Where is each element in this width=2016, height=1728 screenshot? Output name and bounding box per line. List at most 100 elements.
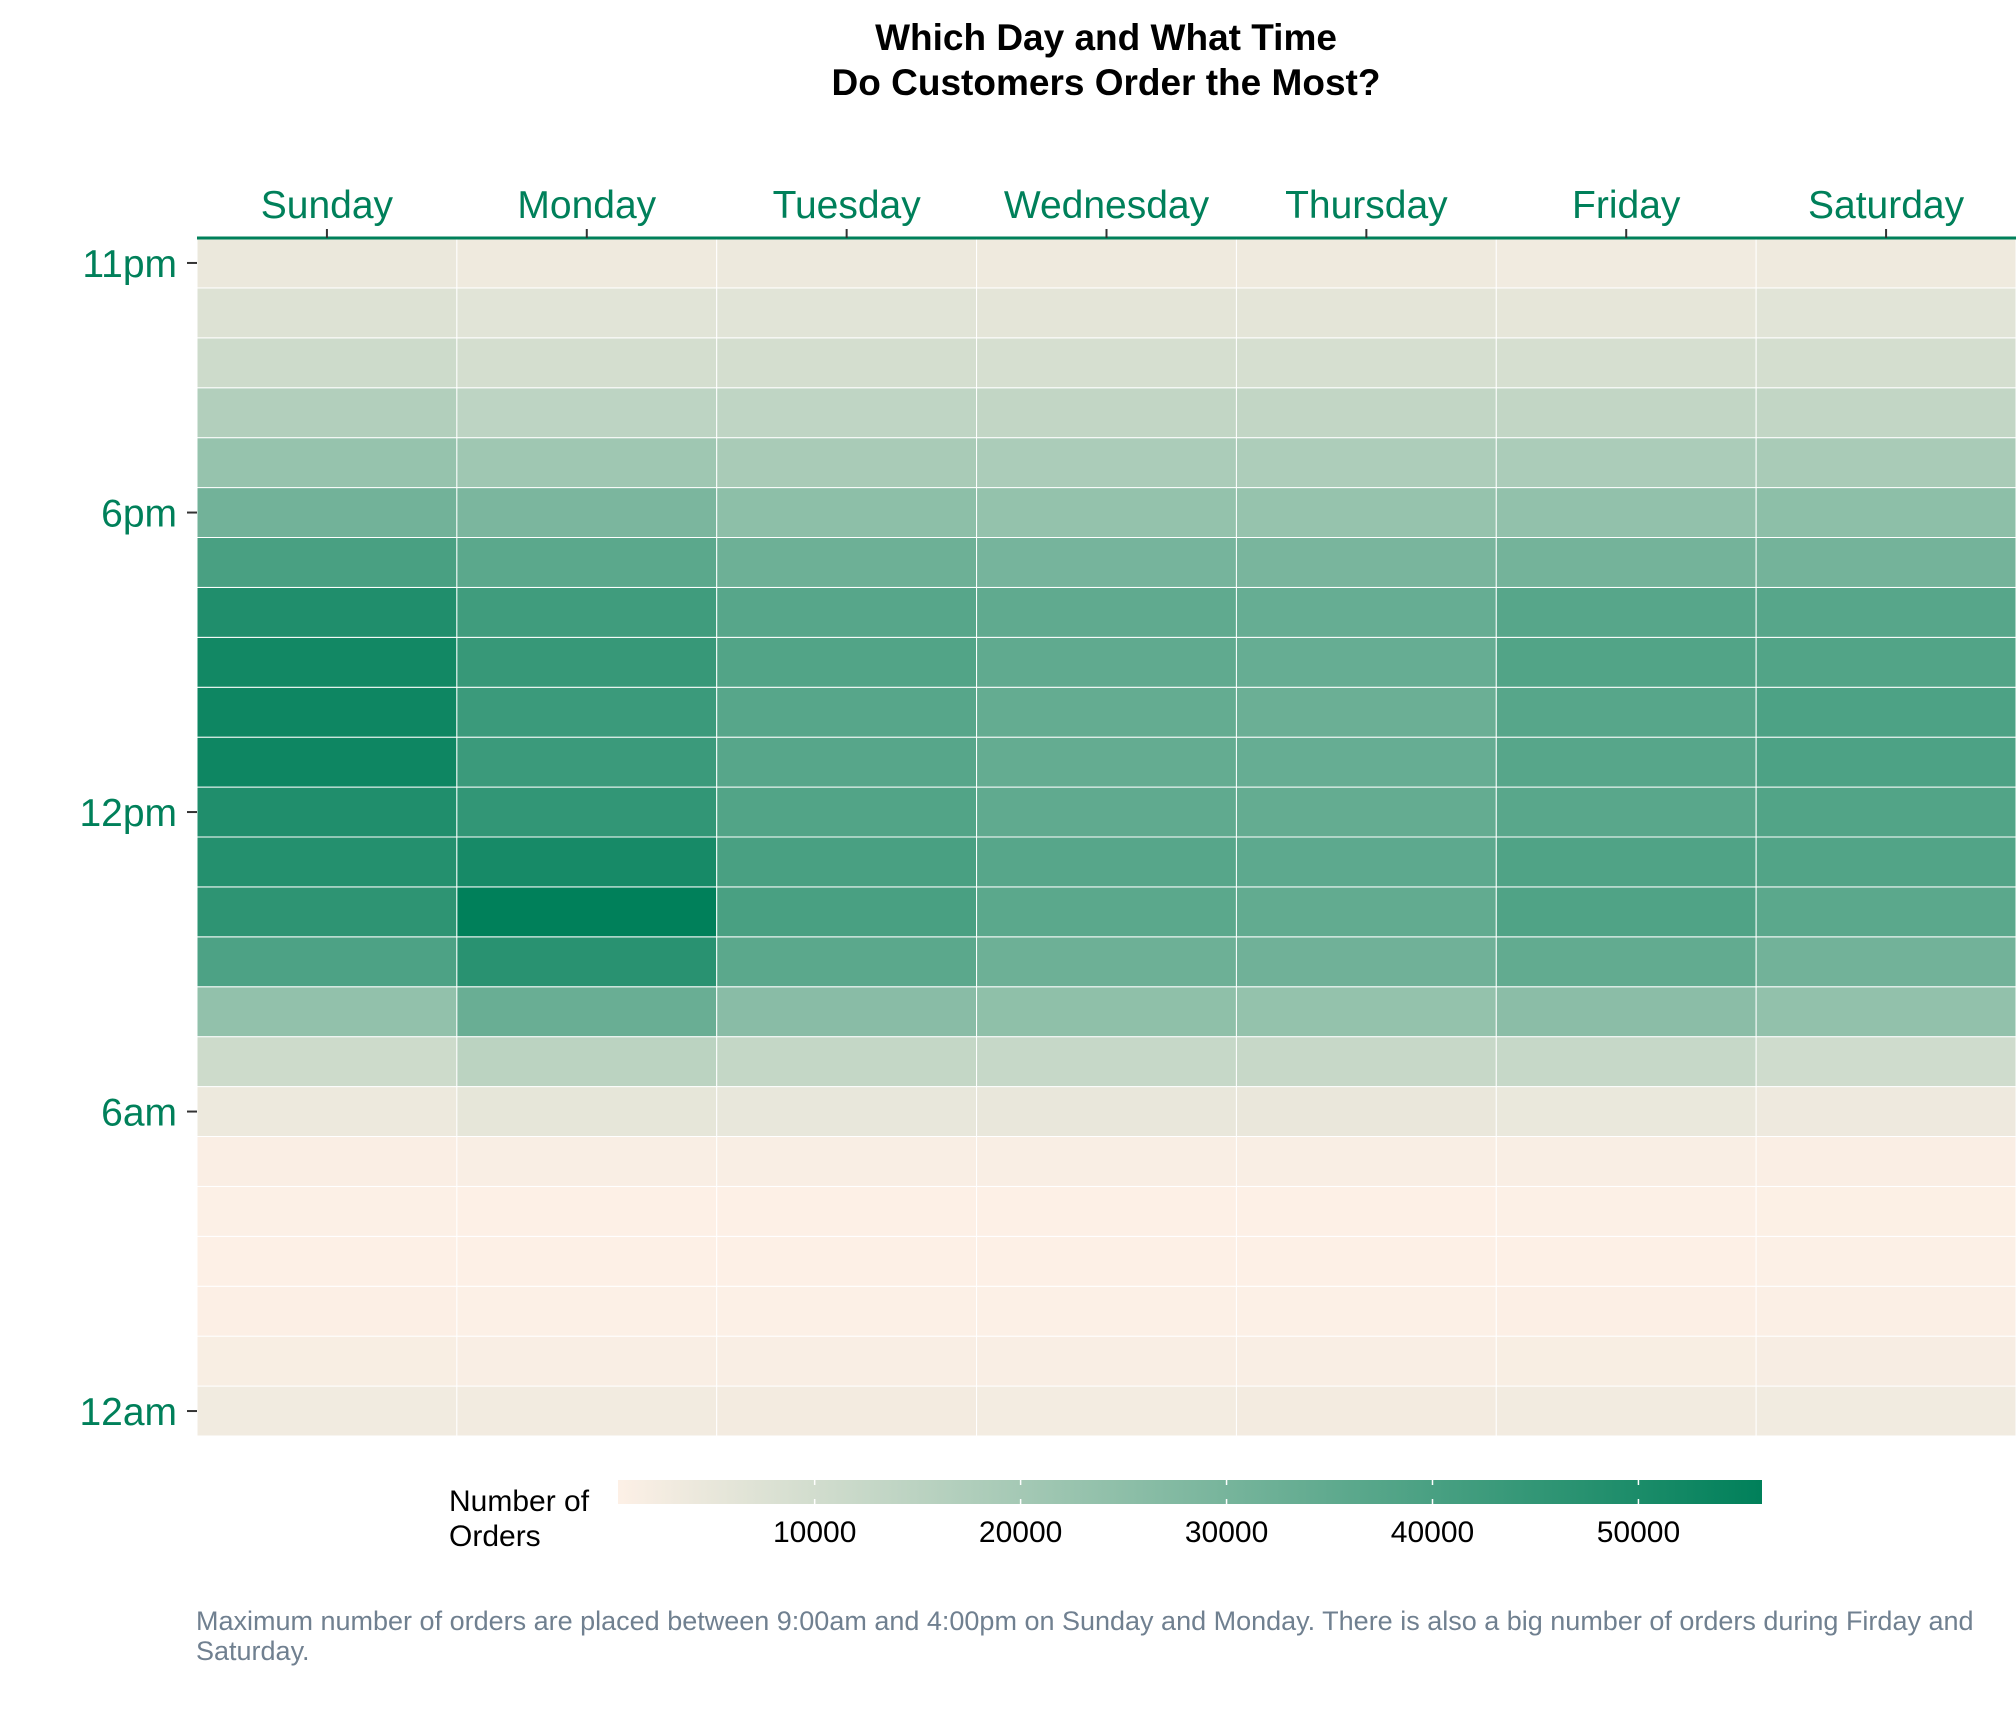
heatmap-cell xyxy=(456,387,718,439)
heatmap-cell xyxy=(1495,1185,1757,1237)
heatmap-cell xyxy=(456,1385,718,1437)
heatmap-cell xyxy=(196,1335,458,1387)
chart-title-line-2: Do Customers Order the Most? xyxy=(832,62,1381,103)
heatmap-cell xyxy=(1495,437,1757,489)
heatmap-cell xyxy=(976,836,1237,888)
heatmap-cell xyxy=(1755,986,2016,1038)
heatmap-cell xyxy=(1495,736,1757,788)
heatmap-cell xyxy=(716,1385,978,1437)
heatmap-cell xyxy=(716,586,978,638)
heatmap-cell xyxy=(1495,1335,1757,1387)
heatmap-cell xyxy=(196,237,458,289)
heatmap-cell xyxy=(1755,337,2016,389)
x-tick-label: Thursday xyxy=(1285,184,1448,227)
heatmap-cell xyxy=(1235,287,1497,339)
heatmap-cell xyxy=(456,1036,718,1088)
heatmap-cell xyxy=(1235,586,1497,638)
heatmap-cell xyxy=(1235,337,1497,389)
heatmap-cell xyxy=(456,287,718,339)
heatmap-cell xyxy=(976,886,1237,938)
heatmap-cell xyxy=(196,986,458,1038)
heatmap-cell xyxy=(456,686,718,738)
heatmap-cell xyxy=(716,237,978,289)
heatmap-cell xyxy=(1755,1185,2016,1237)
heatmap-cell xyxy=(196,1285,458,1337)
heatmap-cell xyxy=(1495,287,1757,339)
heatmap-cell xyxy=(716,387,978,439)
heatmap-cell xyxy=(1235,886,1497,938)
x-tick-label: Friday xyxy=(1572,184,1681,227)
heatmap-cell xyxy=(1495,986,1757,1038)
y-axis-hours: 12am 6am 12pm 6pm 11pm xyxy=(79,243,197,1434)
heatmap-cell xyxy=(456,487,718,539)
heatmap-cell xyxy=(716,636,978,688)
heatmap-cell xyxy=(456,1136,718,1187)
heatmap-cell xyxy=(196,337,458,389)
x-tick-label: Saturday xyxy=(1808,184,1965,227)
y-tick-label: 6pm xyxy=(101,493,177,536)
heatmap-cell xyxy=(196,1385,458,1437)
heatmap-cell xyxy=(976,586,1237,638)
heatmap-cell xyxy=(716,537,978,588)
heatmap-cell xyxy=(716,1136,978,1187)
heatmap-cell xyxy=(716,1036,978,1088)
heatmap-cell xyxy=(196,537,458,588)
heatmap-cell xyxy=(976,1235,1237,1287)
heatmap-cell xyxy=(716,686,978,738)
heatmap-cells xyxy=(196,237,2016,1437)
heatmap-cell xyxy=(1495,337,1757,389)
heatmap-cell xyxy=(456,237,718,289)
heatmap-cell xyxy=(456,437,718,489)
heatmap-cell xyxy=(1495,886,1757,938)
heatmap-cell xyxy=(456,1086,718,1138)
heatmap-cell xyxy=(976,786,1237,838)
chart-title-line-1: Which Day and What Time xyxy=(875,17,1337,58)
chart-caption: Maximum number of orders are placed betw… xyxy=(196,1606,1974,1666)
heatmap-cell xyxy=(196,1185,458,1237)
heatmap-cell xyxy=(196,836,458,888)
heatmap-cell xyxy=(196,287,458,339)
heatmap-cell xyxy=(716,487,978,539)
heatmap-cell xyxy=(976,437,1237,489)
heatmap-cell xyxy=(1495,786,1757,838)
heatmap-cell xyxy=(1755,287,2016,339)
heatmap-cell xyxy=(456,337,718,389)
heatmap-cell xyxy=(1495,387,1757,439)
heatmap-cell xyxy=(1235,387,1497,439)
heatmap-cell xyxy=(716,786,978,838)
heatmap-cell xyxy=(1235,1036,1497,1088)
heatmap-cell xyxy=(1495,836,1757,888)
heatmap-cell xyxy=(1495,537,1757,588)
heatmap-cell xyxy=(976,936,1237,988)
heatmap-cell xyxy=(196,487,458,539)
heatmap-cell xyxy=(716,1285,978,1337)
heatmap-cell xyxy=(1755,636,2016,688)
heatmap-cell xyxy=(196,1235,458,1287)
heatmap-cell xyxy=(976,1136,1237,1187)
heatmap-cell xyxy=(1755,1335,2016,1387)
heatmap-cell xyxy=(196,886,458,938)
heatmap-cell xyxy=(1235,237,1497,289)
heatmap-cell xyxy=(976,337,1237,389)
heatmap-cell xyxy=(976,287,1237,339)
legend-color-bar xyxy=(618,1480,1762,1504)
heatmap-cell xyxy=(1235,487,1497,539)
heatmap-cell xyxy=(1495,1136,1757,1187)
heatmap-cell xyxy=(196,636,458,688)
heatmap-cell xyxy=(1755,1086,2016,1138)
heatmap-cell xyxy=(1235,986,1497,1038)
heatmap-cell xyxy=(196,1036,458,1088)
legend-tick-label: 30000 xyxy=(1185,1516,1268,1549)
heatmap-cell xyxy=(716,287,978,339)
heatmap-cell xyxy=(976,1385,1237,1437)
heatmap-cell xyxy=(1755,1385,2016,1437)
legend-ticks: 10000 20000 30000 40000 50000 xyxy=(773,1480,1680,1549)
heatmap-cell xyxy=(1495,1235,1757,1287)
heatmap-cell xyxy=(456,586,718,638)
heatmap-cell xyxy=(716,337,978,389)
heatmap-cell xyxy=(1495,586,1757,638)
heatmap-cell xyxy=(1495,1036,1757,1088)
heatmap-cell xyxy=(976,636,1237,688)
heatmap-cell xyxy=(1755,1136,2016,1187)
